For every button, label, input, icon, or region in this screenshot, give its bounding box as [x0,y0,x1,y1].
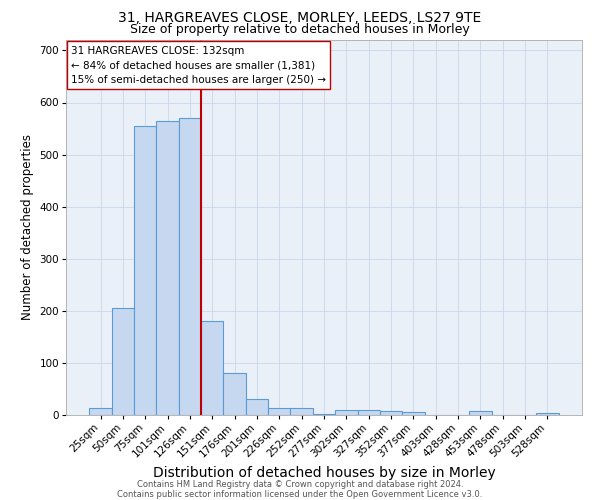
Bar [313,414,335,415]
Bar [402,412,425,415]
Bar [290,408,313,415]
Bar [89,408,112,415]
Y-axis label: Number of detached properties: Number of detached properties [21,134,34,320]
Bar [380,411,402,415]
Bar [536,414,559,415]
Text: Size of property relative to detached houses in Morley: Size of property relative to detached ho… [130,22,470,36]
Text: Contains HM Land Registry data © Crown copyright and database right 2024.
Contai: Contains HM Land Registry data © Crown c… [118,480,482,499]
Bar [246,400,268,415]
Bar [201,322,223,415]
X-axis label: Distribution of detached houses by size in Morley: Distribution of detached houses by size … [152,466,496,479]
Bar [112,308,134,415]
Text: 31 HARGREAVES CLOSE: 132sqm
← 84% of detached houses are smaller (1,381)
15% of : 31 HARGREAVES CLOSE: 132sqm ← 84% of det… [71,46,326,85]
Bar [223,374,246,415]
Bar [157,120,179,415]
Bar [469,412,491,415]
Bar [335,410,358,415]
Bar [134,126,157,415]
Text: 31, HARGREAVES CLOSE, MORLEY, LEEDS, LS27 9TE: 31, HARGREAVES CLOSE, MORLEY, LEEDS, LS2… [118,11,482,25]
Bar [268,408,290,415]
Bar [179,118,201,415]
Bar [358,410,380,415]
